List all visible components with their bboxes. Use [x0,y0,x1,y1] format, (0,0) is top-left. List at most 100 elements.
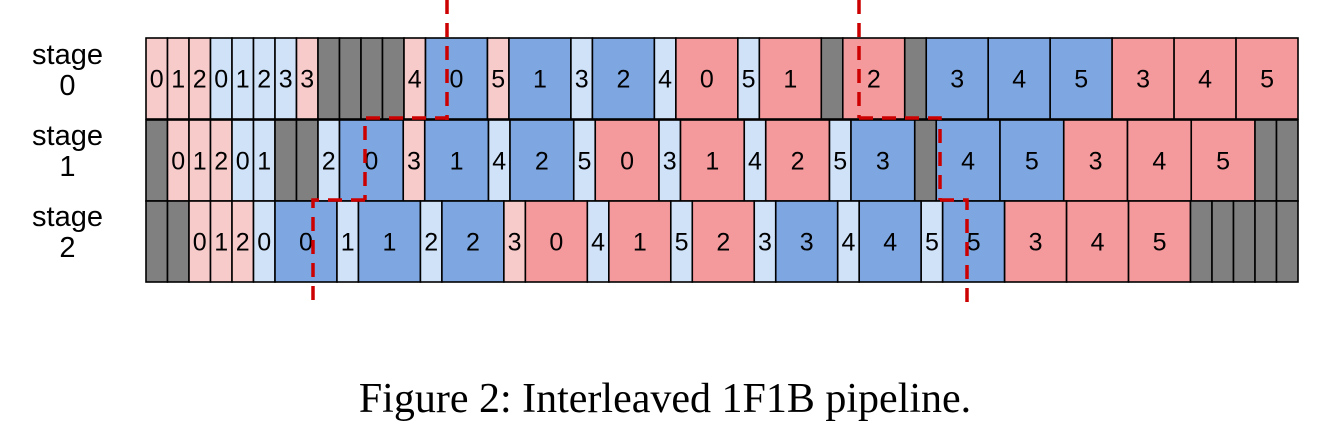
stage-1-cell-3-label: 2 [214,148,228,176]
stage-0-cell-29-label: 4 [1198,66,1212,94]
stage-1-cell-29 [1275,119,1299,202]
stage-2-cell-14-label: 1 [633,229,647,257]
stage-1-cell-5-label: 1 [257,148,271,176]
stage-0-cell-0-label: 0 [150,66,164,94]
stage-0-cell-12-label: 4 [408,66,422,94]
stage-1-cell-2-label: 1 [193,148,207,176]
stage-1-cell-11-label: 1 [450,148,464,176]
stage-2-cell-21-label: 5 [925,229,939,257]
stage-2-cell-11-label: 3 [508,229,522,257]
stage-2-cell-19-label: 4 [842,229,856,257]
stage-2-cell-28 [1232,200,1256,283]
stage-1-cell-4-label: 0 [236,148,250,176]
stage-2-cell-22-label: 5 [967,229,981,257]
stage-1-cell-20-label: 5 [833,148,847,176]
stage-1-cell-7 [295,119,319,202]
stage-1-cell-27-label: 5 [1216,148,1230,176]
stage-2-cell-26 [1189,200,1213,283]
stage-2-cell-14 [608,200,672,283]
stage-2-cell-24 [1065,200,1130,283]
stage-1-cell-23-label: 4 [961,148,975,176]
stage-1-label-line2: 1 [59,151,76,183]
stage-1-cell-8-label: 2 [322,148,336,176]
stage-1-cell-19 [764,119,831,202]
stage-2-cell-4-label: 2 [236,229,250,257]
stage-0-cell-20-label: 5 [742,66,756,94]
stage-1-cell-13-label: 2 [535,148,549,176]
stage-1-cell-23 [935,119,1001,202]
stage-1-cell-25-label: 3 [1089,148,1103,176]
stage-1-cell-15 [594,119,660,202]
right-boundary-step-1 [859,116,942,200]
stage-1-cell-18-label: 4 [748,148,762,176]
left-boundary-step-2 [311,198,365,300]
stage-1-cell-27 [1190,119,1256,202]
stage-0-cell-30-label: 5 [1260,66,1274,94]
right-boundary-step-2 [940,198,969,305]
stage-0-cell-30 [1235,37,1299,120]
stage-2-cell-1 [166,200,190,283]
stage-2-cell-18-label: 3 [800,229,814,257]
stage-2-cell-12 [524,200,589,283]
stage-2-cell-24-label: 4 [1091,229,1105,257]
stage-1-cell-12-label: 4 [492,148,506,176]
stage-1-cell-21-label: 3 [876,148,890,176]
stage-0-cell-25-label: 3 [950,66,964,94]
stage-2-cell-0 [145,200,169,283]
stage-0-cell-13-label: 0 [450,66,464,94]
stage-0-cell-29 [1173,37,1237,120]
stage-2-cell-27 [1211,200,1235,283]
stage-2-cell-23 [1003,200,1068,283]
stage-1-cell-22 [913,119,938,202]
stage-0-cell-1-label: 1 [171,66,185,94]
stage-0-label-line2: 0 [59,70,76,102]
stage-2-cell-20-label: 4 [883,229,897,257]
stage-0-cell-26-label: 4 [1012,66,1026,94]
stage-0-cell-28 [1111,37,1175,120]
stage-2-cell-25 [1127,200,1192,283]
stage-1-cell-9-label: 0 [364,148,378,176]
stage-1-cell-24 [999,119,1065,202]
figure-caption: Figure 2: Interleaved 1F1B pipeline. [358,376,972,422]
stage-0-cell-27 [1049,37,1113,120]
stage-0-cell-3-label: 0 [214,66,228,94]
stage-0-cell-9 [338,37,362,120]
stage-0-cell-16-label: 3 [575,66,589,94]
stage-0-cell-8 [317,37,341,120]
stage-2-cell-13-label: 4 [591,229,605,257]
stage-0-cell-15-label: 1 [533,66,547,94]
stage-0-cell-11 [381,37,405,120]
stage-0-cell-19 [675,37,739,120]
stage-1-cell-25 [1062,119,1129,202]
stage-0-cell-23-label: 2 [867,66,881,94]
stage-2-cell-3-label: 1 [214,229,228,257]
left-boundary-step-1 [363,116,449,200]
pipeline-grid: 0 1 2 0 1 2 3 3 4 0 5 1 3 2 4 0 5 1 2 3 4 5 3 4 50 1 2 0 1 2 0 3 1 4 2 5 0 3 1… [145,0,1299,305]
stage-0-cell-17-label: 2 [616,66,630,94]
stage-2-cell-8-label: 1 [382,229,396,257]
stage-1-cell-11 [423,119,490,202]
stage-0-label: stage 0 [0,40,135,102]
stage-1-cell-0 [145,119,169,202]
stage-2-cell-5-label: 0 [257,229,271,257]
cells-layer: 0 1 2 0 1 2 3 3 4 0 5 1 3 2 4 0 5 1 2 3 4 5 3 4 50 1 2 0 1 2 0 3 1 4 2 5 0 3 1… [145,37,1299,283]
stage-0-cell-22 [820,37,844,120]
stage-0-cell-21 [758,37,823,120]
stage-1-cell-16-label: 3 [663,148,677,176]
stage-0-cell-26 [987,37,1051,120]
stage-1-cell-17-label: 1 [705,148,719,176]
stage-2-cell-29 [1254,200,1278,283]
stage-0-cell-14-label: 5 [491,66,505,94]
stage-0-cell-15 [508,37,572,120]
stage-2-cell-12-label: 0 [549,229,563,257]
stage-0-cell-2-label: 2 [193,66,207,94]
stage-1-label: stage 1 [0,121,135,183]
stage-0-cell-5-label: 2 [257,66,271,94]
stage-0-cell-21-label: 1 [783,66,797,94]
stage-0-cell-4-label: 1 [236,66,250,94]
stage-0-cell-18-label: 4 [658,66,672,94]
stage-0-cell-7-label: 3 [300,66,314,94]
